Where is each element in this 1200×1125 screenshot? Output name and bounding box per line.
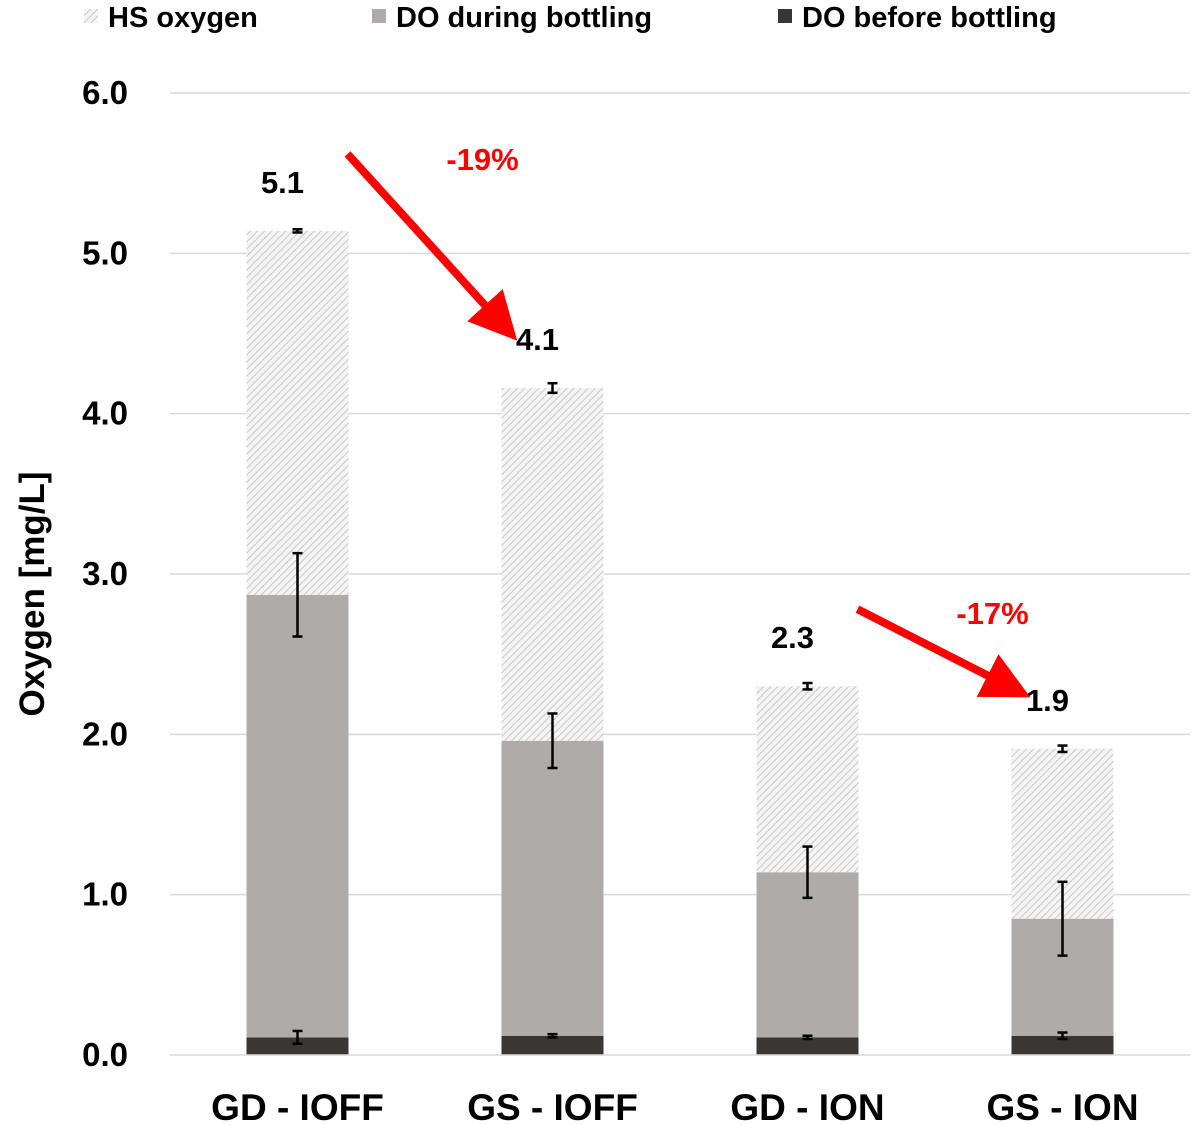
bar-segment-do-before-bottling — [246, 1037, 349, 1055]
reduction-label: -17% — [956, 596, 1028, 631]
bar-segment-do-before-bottling — [756, 1037, 859, 1055]
legend-swatch — [372, 9, 386, 23]
axes: 0.0 1.0 2.0 3.0 4.0 5.0 6.0 Oxygen [mg/L] GD - I… — [13, 74, 1190, 1125]
x-tick-label: GD - ION — [730, 1087, 884, 1125]
y-tick-label: 4.0 — [82, 395, 128, 432]
reduction-arrow — [344, 151, 518, 341]
bar-segment-do-before-bottling — [1011, 1035, 1114, 1055]
bar-segment-do-during-bottling — [246, 594, 349, 1038]
y-tick-label: 5.0 — [82, 234, 128, 271]
y-axis-title: Oxygen [mg/L] — [13, 471, 52, 716]
legend-swatch — [778, 9, 792, 23]
y-tick-label: 3.0 — [82, 555, 128, 592]
total-label: 1.9 — [1026, 683, 1069, 718]
y-tick-label: 2.0 — [82, 715, 128, 752]
bar-segment-do-before-bottling — [501, 1035, 604, 1055]
total-label: 5.1 — [261, 165, 304, 200]
reduction-label: -19% — [446, 142, 518, 177]
x-tick-label: GS - IOFF — [467, 1087, 638, 1125]
annotations: -19% -17% — [344, 142, 1031, 698]
bar-segment-hs-oxygen — [246, 230, 349, 595]
x-tick-label: GD - IOFF — [211, 1087, 384, 1125]
y-tick-label: 6.0 — [82, 74, 128, 111]
x-tick-label: GS - ION — [986, 1087, 1138, 1125]
y-tick-label: 1.0 — [82, 876, 128, 913]
bars — [246, 230, 1114, 1055]
total-labels: 5.1 4.1 2.3 1.9 — [261, 165, 1069, 718]
bar-segment-do-during-bottling — [756, 872, 859, 1038]
legend-label: DO during bottling — [396, 2, 652, 34]
reduction-arrow — [855, 605, 1031, 698]
total-label: 4.1 — [516, 322, 559, 357]
legend-label: HS oxygen — [108, 2, 258, 34]
error-bars — [292, 228, 1068, 1046]
bar-segment-do-during-bottling — [501, 740, 604, 1036]
legend-label: DO before bottling — [802, 2, 1057, 34]
legend: HS oxygen DO during bottling DO before bot… — [84, 2, 1057, 34]
legend-swatch — [84, 9, 98, 23]
bar-segment-hs-oxygen — [756, 686, 859, 873]
total-label: 2.3 — [771, 620, 814, 655]
y-tick-label: 0.0 — [82, 1036, 128, 1073]
bar-segment-hs-oxygen — [501, 388, 604, 741]
